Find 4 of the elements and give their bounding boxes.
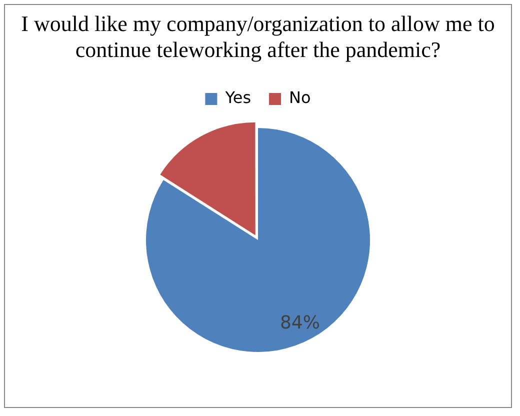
data-label: 84% xyxy=(280,312,320,334)
chart-title: I would like my company/organization to allow me to continue teleworking after the pandemic? xyxy=(20,11,496,63)
legend-label: Yes xyxy=(224,88,252,108)
legend-label: No xyxy=(289,88,311,108)
